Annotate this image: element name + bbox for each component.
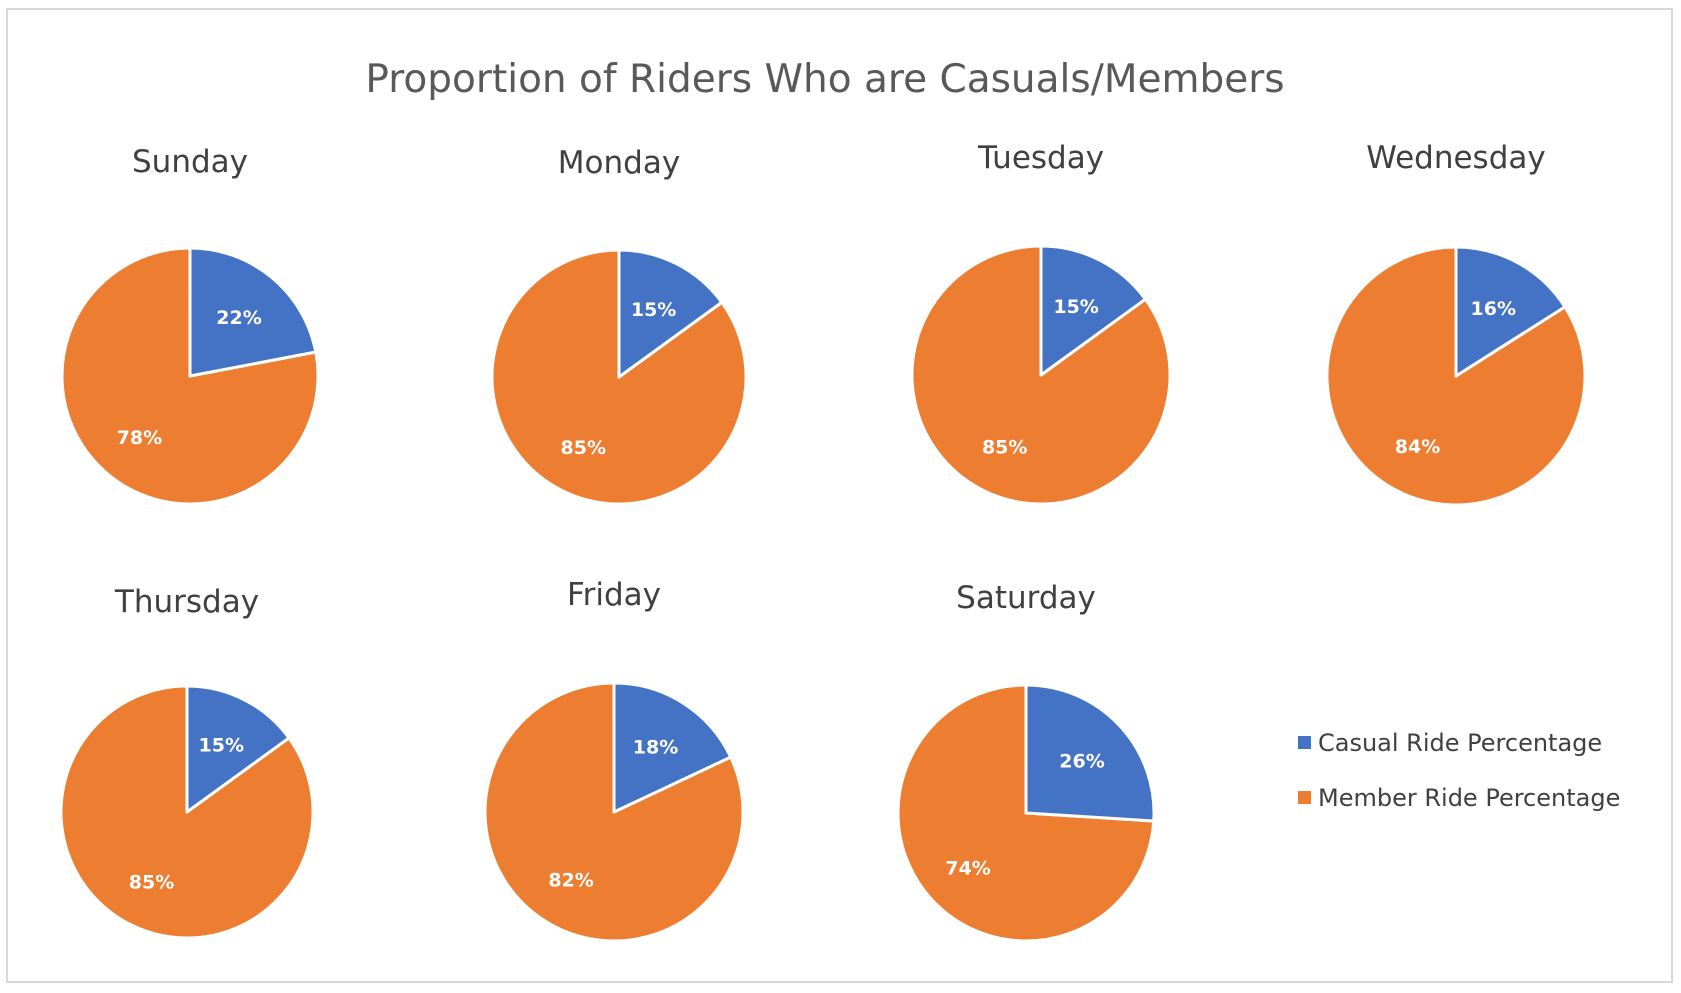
label-casual-thursday: 15% <box>199 735 244 757</box>
slice-casual-thursday <box>185 684 291 814</box>
pie-sunday: Sunday 22% 78% <box>60 144 320 506</box>
label-casual-sunday: 22% <box>216 307 261 329</box>
slice-casual-friday <box>612 681 733 814</box>
pie-wednesday: Wednesday 16% 84% <box>1325 140 1587 507</box>
legend-label-casual: Casual Ride Percentage <box>1318 729 1602 757</box>
legend-label-member: Member Ride Percentage <box>1318 784 1620 812</box>
label-member-monday: 85% <box>561 437 606 459</box>
pie-title-saturday: Saturday <box>956 580 1096 616</box>
pies-group: Sunday 22% 78% Monday 15% 85% Tuesday 15% 85% Wed… <box>59 140 1587 943</box>
pie-thursday: Thursday 15% 85% <box>59 584 315 940</box>
label-casual-wednesday: 16% <box>1471 298 1516 320</box>
label-casual-friday: 18% <box>633 737 678 759</box>
pie-monday: Monday 15% 85% <box>490 145 748 506</box>
pie-title-tuesday: Tuesday <box>977 140 1104 176</box>
label-casual-monday: 15% <box>631 299 676 321</box>
slice-casual-sunday <box>188 246 318 378</box>
label-casual-tuesday: 15% <box>1053 296 1098 318</box>
label-casual-saturday: 26% <box>1059 750 1104 772</box>
legend-swatch-member <box>1298 791 1311 804</box>
pie-saturday: Saturday 26% 74% <box>896 580 1156 943</box>
label-member-sunday: 78% <box>117 427 162 449</box>
legend: Casual Ride Percentage Member Ride Perce… <box>1298 729 1620 812</box>
label-member-wednesday: 84% <box>1395 436 1440 458</box>
chart-title: Proportion of Riders Who are Casuals/Mem… <box>365 57 1284 102</box>
label-member-thursday: 85% <box>129 872 174 894</box>
slice-casual-saturday <box>1024 683 1156 823</box>
pie-friday: Friday 18% 82% <box>483 577 745 943</box>
pie-tuesday: Tuesday 15% 85% <box>910 140 1172 506</box>
pie-title-monday: Monday <box>558 145 680 181</box>
label-member-tuesday: 85% <box>982 436 1027 458</box>
slice-member-friday <box>483 681 745 943</box>
pie-title-thursday: Thursday <box>114 584 259 620</box>
label-member-saturday: 74% <box>945 857 990 879</box>
label-member-friday: 82% <box>548 870 593 892</box>
pie-title-friday: Friday <box>567 577 661 613</box>
slice-casual-wednesday <box>1454 245 1567 378</box>
pie-title-sunday: Sunday <box>132 144 248 180</box>
slice-casual-monday <box>617 248 724 379</box>
legend-swatch-casual <box>1298 736 1311 749</box>
slice-casual-tuesday <box>1039 244 1147 377</box>
pie-title-wednesday: Wednesday <box>1366 140 1545 176</box>
